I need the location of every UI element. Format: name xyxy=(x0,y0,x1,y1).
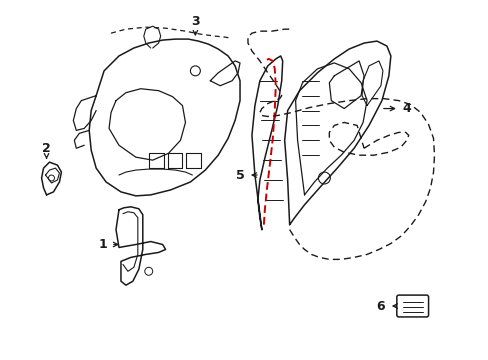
Text: 2: 2 xyxy=(42,142,51,155)
Text: 1: 1 xyxy=(99,238,107,251)
Text: 5: 5 xyxy=(235,168,244,181)
Text: 4: 4 xyxy=(402,102,410,115)
Text: 6: 6 xyxy=(376,300,385,312)
Text: 3: 3 xyxy=(191,15,199,28)
